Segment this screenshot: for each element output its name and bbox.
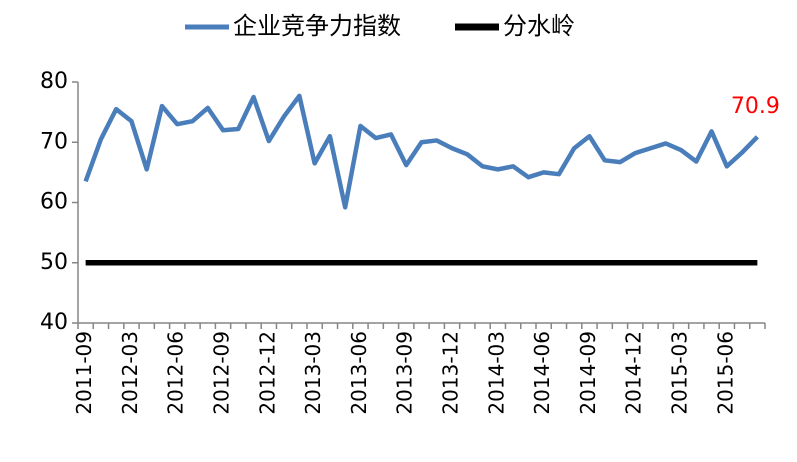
x-tick-label: 2013-09 (393, 331, 417, 415)
y-tick-label: 60 (40, 190, 68, 215)
x-tick-label: 2014-12 (622, 331, 646, 415)
y-tick-label: 40 (40, 310, 68, 335)
x-tick-label: 2014-06 (530, 331, 554, 415)
x-tick-label: 2013-12 (439, 331, 463, 415)
x-tick-label: 2015-06 (713, 331, 737, 415)
legend-label: 分水岭 (503, 12, 575, 40)
x-tick-label: 2014-09 (576, 331, 600, 415)
data-label: 70.9 (731, 94, 780, 119)
x-tick-label: 2013-06 (347, 331, 371, 415)
series-line (83, 93, 759, 210)
y-tick-label: 80 (40, 69, 68, 94)
x-tick-label: 2012-12 (255, 331, 279, 415)
x-tick-label: 2014-03 (484, 331, 508, 415)
x-tick-label: 2012-09 (210, 331, 234, 415)
x-tick-label: 2013-03 (301, 331, 325, 415)
y-tick-label: 50 (40, 250, 68, 275)
legend-label: 企业竞争力指数 (233, 12, 401, 40)
x-tick-label: 2011-09 (72, 331, 96, 415)
x-tick-label: 2015-03 (668, 331, 692, 415)
y-tick-label: 70 (40, 129, 68, 154)
x-tick-label: 2012-06 (164, 331, 188, 415)
x-tick-label: 2012-03 (118, 331, 142, 415)
